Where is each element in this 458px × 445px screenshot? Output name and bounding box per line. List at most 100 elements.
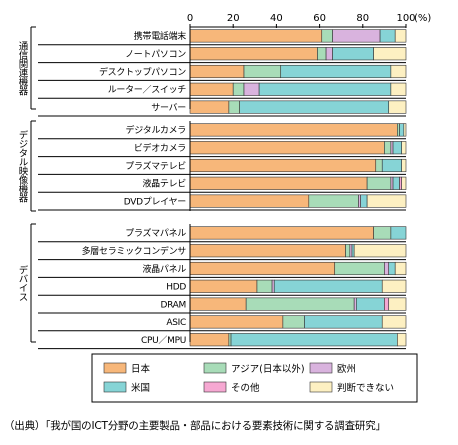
category-label: 携帯電話端末 [134,30,187,42]
category-label: ノートパソコン [125,49,186,60]
bar-segment [230,333,398,347]
bar-segment [390,141,394,155]
category-label: プラズマパネル [125,227,186,239]
bar-segment [282,315,305,329]
legend-swatch [203,362,227,374]
bar-segment [332,47,374,61]
x-tick-label: 20 [227,13,240,24]
bar-segment [401,158,407,173]
bar-segment [280,64,392,79]
bar-segment [308,194,359,208]
x-tick-label: 80 [356,13,369,24]
x-tick-label: 40 [270,13,283,24]
legend-swatch [103,381,127,393]
bar-segment [360,194,368,208]
bar-segment [381,158,402,173]
category-label: ビデオカメラ [134,142,186,154]
bar-segment [317,47,327,61]
bar-segment [189,194,310,208]
category-label: 液晶テレビ [142,178,186,190]
bar-segment [388,261,396,276]
bar-segment [232,82,245,96]
legend-label: 米国 [131,382,150,394]
bar-segment [384,261,390,276]
bar-segment [345,244,351,258]
bar-segment [189,279,258,293]
bar-segment [228,100,240,114]
bar-segment [239,100,390,114]
bar-segment [392,176,400,190]
bar-segment [373,226,392,240]
source-note: （出典）「我が国のICT分野の主要製品・部品における要素技術に関する調査研究」 [4,420,386,432]
x-unit-label: (%) [414,13,431,24]
bar-segment [399,123,405,137]
bar-segment [388,297,407,311]
category-label: HDD [166,283,186,293]
bar-segment [401,176,407,190]
category-label: DRAM [160,300,186,310]
bar-segment [392,141,402,155]
bar-segment [304,315,383,329]
category-label: サーバー [151,102,186,113]
bar-segment [351,244,355,258]
bar-segment [189,141,385,155]
group-label: 通信関連機器 [17,41,29,95]
category-label: CPU／MPU [141,335,186,346]
bar-segment [189,100,230,114]
legend-label: その他 [231,382,260,394]
bar-segment [189,82,234,96]
bar-segment [384,297,390,311]
x-tick-label: 100 [396,13,415,24]
category-label: DVDプレイヤー [124,196,186,207]
category-label: 多層セラミックコンデンサ [82,245,187,257]
legend-swatch [103,362,127,374]
bar-segment [258,82,392,96]
category-label: デジタルカメラ [126,124,186,136]
bar-segment [403,123,407,137]
bar-segment [256,279,273,293]
bar-segment [189,176,368,190]
bar-segment [189,261,336,276]
bar-segment [390,82,407,96]
category-label: デスクトップパソコン [99,66,186,78]
bar-segment [189,64,245,79]
bar-segment [321,29,333,43]
bar-segment [379,29,396,43]
legend-label: 日本 [131,363,151,375]
category-label: 液晶パネル [142,263,186,275]
bar-segment [390,176,394,190]
bar-segment [243,64,282,79]
bar-segment [397,333,407,347]
bar-segment [353,244,407,258]
bar-segment [228,333,232,347]
legend-swatch [309,381,333,393]
bar-segment [401,141,407,155]
bar-segment [189,244,346,258]
x-tick-label: 0 [187,13,193,24]
bar-segment [245,297,355,311]
bar-segment [390,64,407,79]
bar-segment [358,194,361,208]
bar-segment [394,261,407,276]
bar-segment [388,100,407,114]
legend-swatch [309,362,333,374]
x-tick-label: 60 [313,13,326,24]
bar-segment [243,82,260,96]
bar-segment [189,29,323,43]
category-label: プラズマテレビ [125,160,186,172]
bar-segment [189,315,284,329]
bar-segment [353,297,357,311]
bar-segment [271,279,275,293]
bar-segment [375,158,383,173]
bar-segment [356,297,385,311]
legend-box [91,353,418,403]
bar-segment [273,279,383,293]
bar-segment [349,244,353,258]
bar-segment [366,194,407,208]
bar-segment [189,158,377,173]
group-label: デジタル映像機器 [17,129,29,202]
bar-segment [189,226,374,240]
legend-label: 欧州 [337,363,356,375]
